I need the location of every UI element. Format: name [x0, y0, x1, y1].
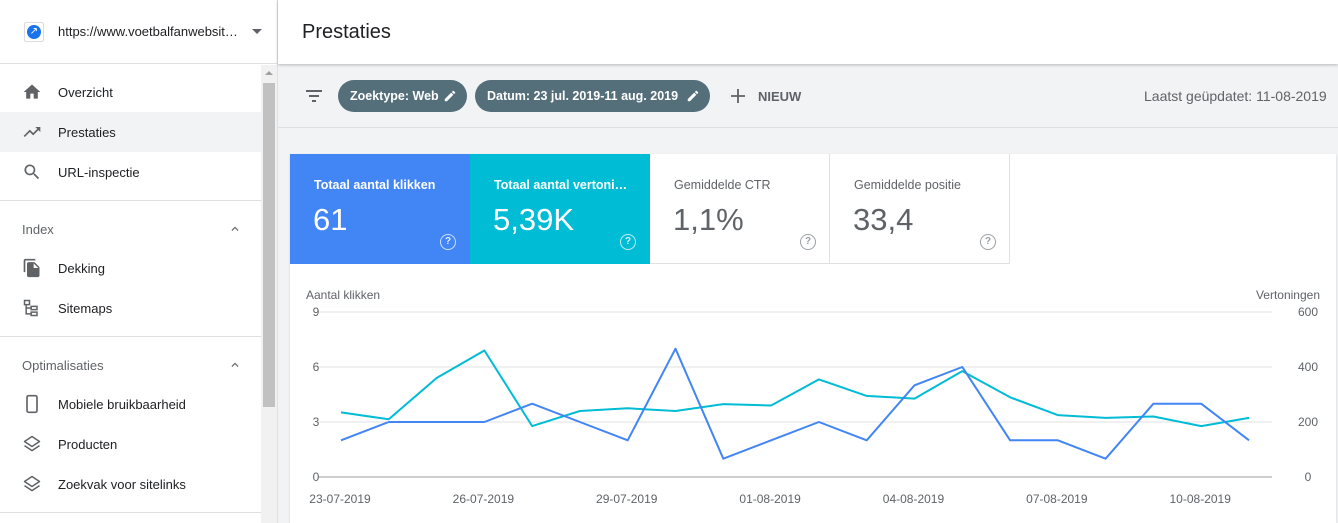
- y-right-tick-label: 200: [1298, 415, 1318, 429]
- sidebar-item-producten[interactable]: Producten: [0, 424, 261, 464]
- x-tick-label: 04-08-2019: [883, 492, 945, 506]
- metric-label: Totaal aantal vertoningen: [494, 178, 634, 192]
- property-url: https://www.voetbalfanwebsite.nl: [58, 24, 238, 39]
- sidebar-item-prestaties[interactable]: Prestaties: [0, 112, 261, 152]
- metric-label: Gemiddelde positie: [854, 178, 962, 192]
- sidebar-item-url-inspectie[interactable]: URL-inspectie: [0, 152, 261, 192]
- smartphone-icon: [26, 394, 38, 414]
- copy-pages-icon: [23, 258, 40, 278]
- y-left-tick-label: 6: [313, 360, 320, 374]
- chip-label: Zoektype: Web: [350, 89, 439, 103]
- metric-value: 1,1%: [673, 202, 744, 237]
- metric-label: Totaal aantal klikken: [314, 178, 436, 192]
- divider: [0, 336, 261, 337]
- pencil-icon[interactable]: [686, 89, 700, 103]
- section-label: Optimalisaties: [22, 358, 104, 373]
- chevron-up-icon[interactable]: [228, 358, 242, 372]
- help-icon[interactable]: ?: [980, 234, 996, 250]
- sidebar-item-mobiele-bruikbaarheid[interactable]: Mobiele bruikbaarheid: [0, 384, 261, 424]
- x-tick-label: 07-08-2019: [1026, 492, 1088, 506]
- section-optimalisaties-header[interactable]: Optimalisaties: [0, 344, 261, 384]
- series-impressions-line: [340, 349, 1250, 428]
- home-icon: [23, 84, 41, 99]
- pencil-icon[interactable]: [443, 89, 457, 103]
- metric-label: Gemiddelde CTR: [674, 178, 771, 192]
- y-left-tick-label: 9: [313, 305, 320, 319]
- search-type-chip[interactable]: Zoektype: Web: [338, 80, 467, 112]
- help-icon[interactable]: ?: [620, 234, 636, 250]
- page-title: Prestaties: [302, 21, 391, 43]
- sidebar: ↗ https://www.voetbalfanwebsite.nl Overz…: [0, 0, 278, 523]
- y-left-tick-label: 3: [313, 415, 320, 429]
- line-chart-svg: Aantal klikken Vertoningen 0 3 6 9 0 200 400 600 2…: [306, 288, 1320, 506]
- x-tick-label: 01-08-2019: [739, 492, 801, 506]
- date-chip[interactable]: Datum: 23 jul. 2019-11 aug. 2019: [475, 80, 710, 112]
- x-tick-label: 23-07-2019: [309, 492, 371, 506]
- nav-list: Overzicht Prestaties URL-inspectie Index…: [0, 65, 262, 523]
- sidebar-item-overzicht[interactable]: Overzicht: [0, 72, 261, 112]
- sidebar-scrollbar[interactable]: [261, 65, 277, 523]
- sidebar-item-dekking[interactable]: Dekking: [0, 248, 261, 288]
- last-updated-text: Laatst geüpdatet: 11-08-2019: [1144, 88, 1327, 104]
- sidebar-item-label: URL-inspectie: [58, 165, 140, 180]
- y-right-tick-label: 0: [1305, 470, 1312, 484]
- sidebar-item-label: Zoekvak voor sitelinks: [58, 477, 186, 492]
- property-selector[interactable]: ↗ https://www.voetbalfanwebsite.nl: [0, 0, 277, 64]
- page-header: Prestaties: [278, 0, 1338, 64]
- help-icon[interactable]: ?: [440, 234, 456, 250]
- chip-label: Datum: 23 jul. 2019-11 aug. 2019: [487, 89, 679, 103]
- y-left-tick-label: 0: [313, 470, 320, 484]
- metric-value: 61: [313, 202, 348, 237]
- metric-total-impressions[interactable]: Totaal aantal vertoningen 5,39K ?: [470, 154, 650, 264]
- sidebar-item-label: Mobiele bruikbaarheid: [58, 397, 186, 412]
- layers-icon: [23, 475, 41, 492]
- sidebar-item-label: Producten: [58, 437, 118, 452]
- series-clicks-line: [340, 347, 1250, 460]
- x-tick-label: 26-07-2019: [453, 492, 515, 506]
- new-filter-label: NIEUW: [758, 89, 802, 104]
- chevron-up-icon[interactable]: [228, 222, 242, 236]
- metric-average-position[interactable]: Gemiddelde positie 33,4 ?: [830, 154, 1010, 264]
- performance-chart: Aantal klikken Vertoningen 0 3 6 9 0 200 400 600 2…: [290, 282, 1336, 523]
- dropdown-caret-icon[interactable]: [252, 29, 262, 34]
- sidebar-item-label: Dekking: [58, 261, 105, 276]
- filter-icon[interactable]: [304, 88, 324, 104]
- y-right-tick-label: 400: [1298, 360, 1318, 374]
- x-tick-label: 29-07-2019: [596, 492, 658, 506]
- layers-icon: [23, 435, 41, 452]
- y-right-axis-label: Vertoningen: [1256, 288, 1320, 302]
- sidebar-item-label: Sitemaps: [58, 301, 113, 316]
- filter-bar: Zoektype: Web Datum: 23 jul. 2019-11 aug…: [278, 64, 1338, 128]
- performance-card: Totaal aantal klikken 61 ? Totaal aantal…: [290, 154, 1336, 523]
- trending-up-icon: [23, 127, 41, 137]
- section-label: Index: [22, 222, 54, 237]
- y-right-tick-label: 600: [1298, 305, 1318, 319]
- property-favicon: ↗: [24, 22, 44, 42]
- divider: [0, 512, 261, 513]
- sidebar-item-sitemaps[interactable]: Sitemaps: [0, 288, 261, 328]
- help-icon[interactable]: ?: [800, 234, 816, 250]
- sidebar-item-label: Prestaties: [58, 125, 116, 140]
- sitemap-icon: [23, 299, 38, 317]
- search-icon: [24, 164, 40, 180]
- metric-total-clicks[interactable]: Totaal aantal klikken 61 ?: [290, 154, 470, 264]
- metric-average-ctr[interactable]: Gemiddelde CTR 1,1% ?: [650, 154, 830, 264]
- scroll-up-arrow-icon[interactable]: [265, 71, 273, 75]
- metric-value: 33,4: [853, 202, 914, 237]
- plus-icon: [731, 89, 745, 103]
- scroll-thumb[interactable]: [263, 83, 275, 407]
- sidebar-item-zoekvak-sitelinks[interactable]: Zoekvak voor sitelinks: [0, 464, 261, 504]
- section-index-header[interactable]: Index: [0, 208, 261, 248]
- x-tick-label: 10-08-2019: [1170, 492, 1232, 506]
- y-left-axis-label: Aantal klikken: [306, 288, 380, 302]
- metric-value: 5,39K: [493, 202, 575, 237]
- sidebar-item-label: Overzicht: [58, 85, 113, 100]
- divider: [0, 200, 261, 201]
